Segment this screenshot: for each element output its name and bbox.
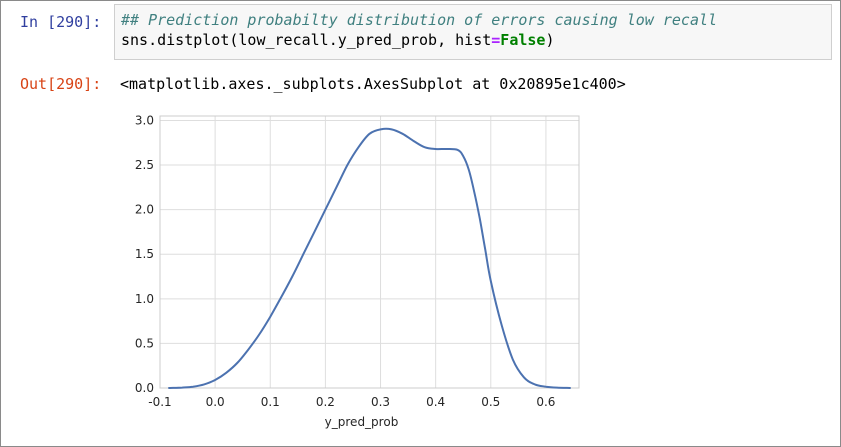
code-call: sns.distplot(low_recall.y_pred_prob, his… (121, 31, 492, 49)
input-prompt: In [290]: (20, 13, 102, 31)
code-line: sns.distplot(low_recall.y_pred_prob, his… (121, 31, 554, 49)
code-input-area[interactable]: ## Prediction probabilty distribution of… (114, 4, 832, 60)
y-tick-label-5: 2.5 (135, 158, 154, 172)
code-keyword: False (500, 31, 546, 49)
x-tick-label-3: 0.2 (316, 395, 335, 409)
code-comment: ## Prediction probabilty distribution of… (121, 11, 718, 29)
output-text: <matplotlib.axes._subplots.AxesSubplot a… (120, 75, 626, 93)
y-tick-label-6: 3.0 (135, 113, 154, 127)
code-operator: = (491, 31, 501, 49)
code-close-paren: ) (545, 31, 555, 49)
x-tick-label-6: 0.5 (481, 395, 500, 409)
output-prompt: Out[290]: (20, 75, 102, 93)
x-tick-label-2: 0.1 (261, 395, 280, 409)
x-axis-label: y_pred_prob (325, 415, 399, 429)
kde-line-0 (168, 127, 571, 389)
y-tick-label-3: 1.5 (135, 247, 154, 261)
x-tick-label-0: -0.1 (148, 395, 171, 409)
x-tick-label-5: 0.4 (426, 395, 445, 409)
axes-border (159, 115, 580, 389)
plot-area (160, 116, 579, 388)
x-tick-label-7: 0.6 (536, 395, 555, 409)
x-tick-label-1: 0.0 (206, 395, 225, 409)
y-tick-label-2: 1.0 (135, 292, 154, 306)
y-tick-label-1: 0.5 (135, 336, 154, 350)
y-tick-label-0: 0.0 (135, 381, 154, 395)
y-tick-label-4: 2.0 (135, 203, 154, 217)
x-tick-label-4: 0.3 (371, 395, 390, 409)
